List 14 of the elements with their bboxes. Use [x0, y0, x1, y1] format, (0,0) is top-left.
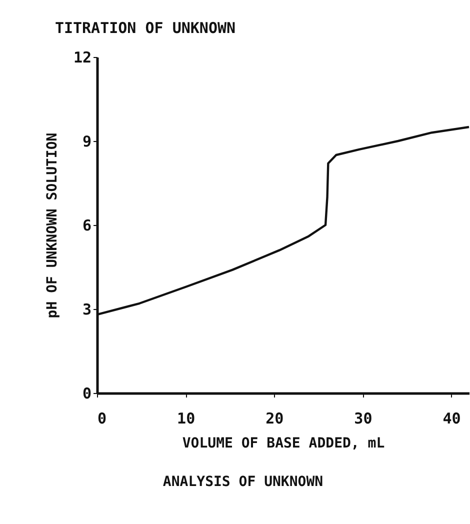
x-tick-label: 40 [442, 410, 461, 428]
text: ANALYSIS OF UNKNOWN [162, 474, 324, 490]
chart-title: TITRATION OF UNKNOWN [54, 19, 236, 37]
x-tick-label: 10 [177, 410, 196, 428]
y-tick-label: 9 [82, 132, 92, 150]
x-axis-title: VOLUME OF BASE ADDED, mL [182, 436, 385, 452]
x-tick-label: 20 [266, 410, 284, 428]
y-tick-label: 6 [82, 216, 92, 234]
y-tick-label: 0 [82, 384, 92, 402]
y-tick-label: 12 [73, 48, 92, 66]
y-axis-title: pH OF UNKNOWN SOLUTION [44, 132, 60, 318]
x-tick-label: 0 [98, 410, 107, 428]
y-tick-label: 3 [82, 300, 92, 318]
x-tick-label: 30 [354, 410, 372, 428]
